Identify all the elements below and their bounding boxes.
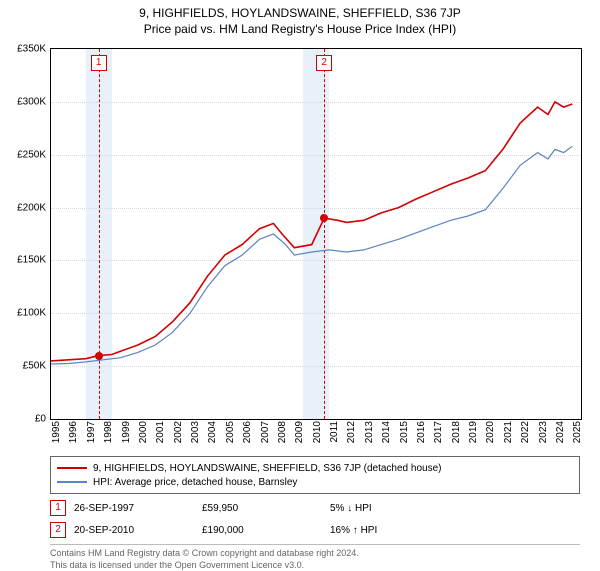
footer-line1: Contains HM Land Registry data © Crown c… <box>50 548 580 560</box>
y-tick-label: £250K <box>17 149 46 160</box>
x-tick-label: 2001 <box>155 421 166 443</box>
x-tick-label: 1999 <box>121 421 132 443</box>
legend-row: HPI: Average price, detached house, Barn… <box>57 475 573 489</box>
x-tick-label: 1998 <box>103 421 114 443</box>
x-tick-label: 2014 <box>381 421 392 443</box>
x-tick-label: 1995 <box>51 421 62 443</box>
y-tick-label: £100K <box>17 308 46 319</box>
x-tick-label: 2018 <box>451 421 462 443</box>
x-tick-label: 2006 <box>242 421 253 443</box>
sale-price: £59,950 <box>202 503 322 514</box>
sale-row: 1 26-SEP-1997 £59,950 5% ↓ HPI <box>50 500 580 516</box>
marker-dot <box>320 214 328 222</box>
sale-date: 20-SEP-2010 <box>74 525 194 536</box>
x-tick-label: 2003 <box>190 421 201 443</box>
x-tick-label: 2010 <box>312 421 323 443</box>
sale-row: 2 20-SEP-2010 £190,000 16% ↑ HPI <box>50 522 580 538</box>
sale-diff: 5% ↓ HPI <box>330 503 450 514</box>
legend-area: 9, HIGHFIELDS, HOYLANDSWAINE, SHEFFIELD,… <box>50 456 580 571</box>
x-tick-label: 1996 <box>68 421 79 443</box>
series-legend: 9, HIGHFIELDS, HOYLANDSWAINE, SHEFFIELD,… <box>50 456 580 494</box>
chart-titles: 9, HIGHFIELDS, HOYLANDSWAINE, SHEFFIELD,… <box>0 0 600 36</box>
x-tick-label: 2020 <box>485 421 496 443</box>
footer-line2: This data is licensed under the Open Gov… <box>50 560 580 571</box>
series-line <box>51 102 572 361</box>
title-subtitle: Price paid vs. HM Land Registry's House … <box>0 22 600 36</box>
legend-row: 9, HIGHFIELDS, HOYLANDSWAINE, SHEFFIELD,… <box>57 461 573 475</box>
y-tick-label: £0 <box>35 414 46 425</box>
legend-label: HPI: Average price, detached house, Barn… <box>93 477 297 488</box>
title-address: 9, HIGHFIELDS, HOYLANDSWAINE, SHEFFIELD,… <box>0 6 600 20</box>
x-tick-label: 2012 <box>346 421 357 443</box>
sale-date: 26-SEP-1997 <box>74 503 194 514</box>
x-tick-label: 2016 <box>416 421 427 443</box>
sale-marker: 1 <box>50 500 66 516</box>
x-tick-label: 2008 <box>277 421 288 443</box>
x-tick-label: 2007 <box>260 421 271 443</box>
sale-marker: 2 <box>50 522 66 538</box>
footer-attribution: Contains HM Land Registry data © Crown c… <box>50 544 580 571</box>
y-tick-label: £200K <box>17 202 46 213</box>
plot-svg <box>51 49 581 419</box>
legend-swatch <box>57 481 87 483</box>
x-tick-label: 2004 <box>207 421 218 443</box>
x-tick-label: 1997 <box>86 421 97 443</box>
x-tick-label: 2022 <box>520 421 531 443</box>
y-tick-label: £350K <box>17 44 46 55</box>
x-tick-label: 2021 <box>503 421 514 443</box>
price-chart: £0£50K£100K£150K£200K£250K£300K£350K1995… <box>50 48 582 420</box>
x-tick-label: 2019 <box>468 421 479 443</box>
x-tick-label: 2002 <box>173 421 184 443</box>
y-tick-label: £150K <box>17 255 46 266</box>
x-tick-label: 2024 <box>555 421 566 443</box>
x-tick-label: 2005 <box>225 421 236 443</box>
sale-diff: 16% ↑ HPI <box>330 525 450 536</box>
y-tick-label: £50K <box>23 361 46 372</box>
x-tick-label: 2017 <box>433 421 444 443</box>
legend-swatch <box>57 467 87 469</box>
x-tick-label: 2011 <box>329 421 340 443</box>
marker-box: 2 <box>316 55 332 71</box>
x-tick-label: 2025 <box>572 421 583 443</box>
x-tick-label: 2009 <box>294 421 305 443</box>
sale-price: £190,000 <box>202 525 322 536</box>
y-tick-label: £300K <box>17 96 46 107</box>
legend-label: 9, HIGHFIELDS, HOYLANDSWAINE, SHEFFIELD,… <box>93 463 441 474</box>
x-tick-label: 2000 <box>138 421 149 443</box>
marker-box: 1 <box>91 55 107 71</box>
x-tick-label: 2023 <box>538 421 549 443</box>
x-tick-label: 2015 <box>399 421 410 443</box>
sales-summary: 1 26-SEP-1997 £59,950 5% ↓ HPI 2 20-SEP-2010 £… <box>50 500 580 538</box>
marker-dot <box>95 352 103 360</box>
x-tick-label: 2013 <box>364 421 375 443</box>
series-line <box>51 146 572 364</box>
